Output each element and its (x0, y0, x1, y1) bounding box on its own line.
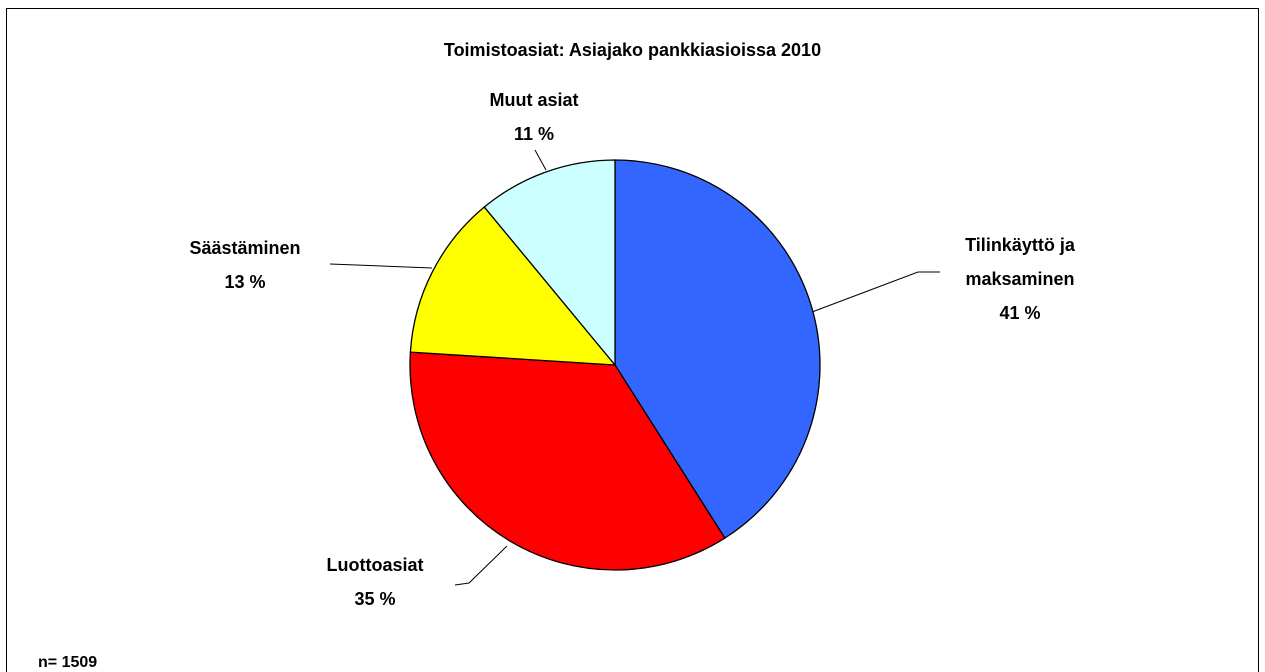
slice-label: Luottoasiat 35 % (285, 548, 465, 616)
leader-line (454, 545, 508, 586)
leader-line (534, 149, 547, 171)
note: n= 1509 (38, 654, 98, 671)
chart-title: Toimistoasiat: Asiajako pankkiasioissa 2… (443, 40, 822, 60)
value-label: 13 % (224, 272, 266, 292)
slice-label: Muut asiat 11 % (444, 83, 624, 151)
leader-line (329, 263, 433, 269)
pie (409, 159, 821, 571)
slice-label: Säästäminen 13 % (145, 231, 345, 299)
leader-line (811, 271, 940, 313)
category-label: Tilinkäyttö ja maksaminen (965, 235, 1075, 289)
pie-slice (483, 159, 616, 367)
value-label: 35 % (354, 589, 396, 609)
pie-slice (409, 206, 617, 366)
value-label: 11 % (513, 124, 555, 144)
category-label: Luottoasiat (326, 555, 424, 575)
category-label: Säästäminen (189, 238, 301, 258)
frame (6, 8, 1259, 672)
pie-slice (409, 351, 726, 571)
slice-label: Tilinkäyttö ja maksaminen 41 % (930, 228, 1110, 330)
leader-lines (329, 149, 940, 586)
pie-slice (614, 159, 821, 539)
value-label: 41 % (999, 303, 1041, 323)
category-label: Muut asiat (489, 90, 579, 110)
